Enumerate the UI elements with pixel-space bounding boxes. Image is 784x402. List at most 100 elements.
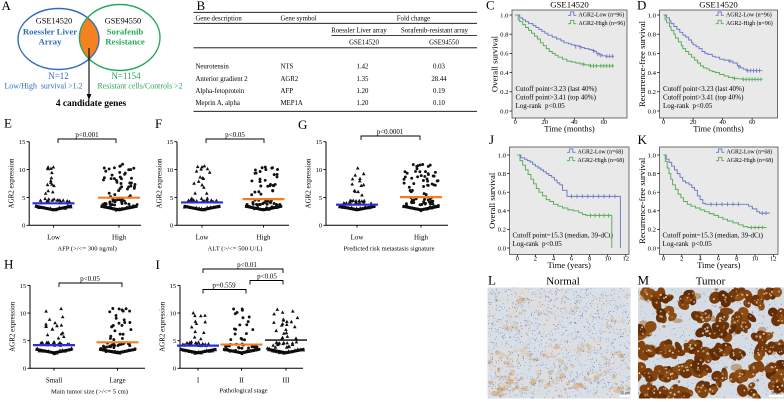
svg-text:0.10: 0.10 [433, 100, 445, 107]
svg-text:AGR2 expression: AGR2 expression [156, 158, 164, 208]
svg-text:20: 20 [690, 119, 697, 126]
svg-text:10: 10 [170, 310, 177, 317]
svg-text:5: 5 [319, 195, 323, 202]
svg-text:0.4: 0.4 [498, 208, 507, 215]
svg-text:8: 8 [735, 256, 738, 263]
svg-text:C: C [486, 0, 495, 13]
svg-text:50 μm: 50 μm [771, 390, 782, 395]
svg-text:H: H [4, 257, 13, 272]
svg-text:1.0: 1.0 [648, 12, 657, 19]
svg-text:N=1154: N=1154 [111, 71, 141, 81]
svg-text:GSE14520: GSE14520 [550, 0, 589, 10]
svg-text:AFP (>/<= 300 ng/ml): AFP (>/<= 300 ng/ml) [57, 246, 116, 253]
svg-text:1.42: 1.42 [357, 64, 369, 71]
svg-text:Log-rank p<0.05: Log-rank p<0.05 [513, 240, 563, 248]
svg-text:0: 0 [514, 119, 517, 126]
svg-text:AGR2-High (n=96): AGR2-High (n=96) [726, 20, 773, 27]
svg-text:Pathological stage: Pathological stage [219, 388, 267, 395]
svg-text:0: 0 [516, 256, 519, 263]
svg-text:Normal: Normal [546, 276, 580, 288]
svg-text:10: 10 [19, 167, 26, 174]
svg-text:I: I [197, 377, 200, 385]
svg-text:0.4: 0.4 [500, 70, 509, 77]
svg-text:Cutoff point>3.41 (top 40%): Cutoff point>3.41 (top 40%) [663, 94, 744, 102]
svg-text:0.8: 0.8 [648, 171, 657, 178]
svg-text:50 μm: 50 μm [620, 390, 631, 395]
svg-text:0.8: 0.8 [648, 32, 657, 39]
svg-text:GSE94550: GSE94550 [105, 17, 141, 26]
svg-text:Resistance: Resistance [105, 37, 145, 47]
svg-text:AGR2-High (n=68): AGR2-High (n=68) [578, 157, 625, 164]
svg-text:Low/High survival >1.2: Low/High survival >1.2 [4, 82, 82, 91]
svg-text:0.6: 0.6 [648, 51, 657, 58]
svg-text:15: 15 [170, 283, 177, 290]
svg-text:0.2: 0.2 [500, 89, 508, 96]
svg-text:0.03: 0.03 [433, 64, 445, 71]
svg-text:Roessler Liver: Roessler Liver [23, 27, 77, 37]
svg-text:III: III [283, 377, 291, 385]
svg-text:5: 5 [173, 338, 177, 345]
svg-text:Gene symbol: Gene symbol [281, 15, 317, 22]
svg-text:0: 0 [319, 223, 323, 230]
svg-text:5: 5 [170, 195, 174, 202]
svg-text:10: 10 [20, 310, 27, 317]
svg-text:6: 6 [570, 256, 574, 263]
svg-text:1.0: 1.0 [498, 152, 507, 159]
svg-text:0.19: 0.19 [433, 88, 445, 95]
svg-text:E: E [4, 116, 12, 131]
svg-text:M: M [638, 273, 650, 288]
svg-text:0.0: 0.0 [648, 245, 657, 252]
svg-text:15: 15 [167, 139, 174, 146]
svg-text:0.4: 0.4 [648, 208, 657, 215]
svg-text:0: 0 [662, 256, 665, 263]
svg-text:0.2: 0.2 [648, 89, 656, 96]
svg-text:10: 10 [167, 167, 174, 174]
svg-text:Low: Low [351, 234, 365, 242]
svg-text:AGR2-High (n=68): AGR2-High (n=68) [727, 157, 774, 164]
svg-text:60: 60 [601, 119, 608, 126]
svg-text:High: High [112, 234, 127, 242]
svg-text:AGR2-Low (n=96): AGR2-Low (n=96) [579, 12, 625, 19]
svg-text:0.4: 0.4 [648, 70, 657, 77]
svg-text:I: I [156, 257, 160, 272]
svg-text:10: 10 [604, 256, 611, 263]
svg-text:15: 15 [20, 283, 27, 290]
svg-text:2: 2 [680, 256, 683, 263]
svg-text:Low: Low [196, 234, 210, 242]
svg-text:Alpha-fetoprotein: Alpha-fetoprotein [196, 88, 245, 95]
svg-text:15: 15 [19, 139, 26, 146]
svg-text:Large: Large [109, 377, 125, 385]
svg-text:p=0.559: p=0.559 [212, 282, 236, 290]
svg-text:Overall survival: Overall survival [487, 172, 497, 229]
svg-text:1.20: 1.20 [357, 100, 369, 107]
svg-text:Main tumor size (>/<= 5 cm): Main tumor size (>/<= 5 cm) [51, 389, 128, 396]
svg-text:p<0.01: p<0.01 [237, 261, 257, 269]
svg-text:F: F [155, 116, 162, 131]
svg-text:p<0.05: p<0.05 [80, 275, 100, 283]
svg-text:0: 0 [173, 366, 177, 373]
svg-text:1.20: 1.20 [357, 88, 369, 95]
svg-text:Time (years): Time (years) [697, 260, 741, 270]
svg-text:Time (months): Time (months) [693, 123, 744, 133]
svg-text:Predicted risk metastasis sign: Predicted risk metastasis signature [343, 246, 434, 253]
svg-text:Log-rank p<0.05: Log-rank p<0.05 [663, 240, 713, 248]
svg-text:Recurrence-free survival: Recurrence-free survival [637, 20, 647, 107]
svg-text:p<0.0001: p<0.0001 [377, 128, 404, 136]
svg-text:4 candidate genes: 4 candidate genes [56, 99, 127, 109]
svg-text:GSE14520: GSE14520 [699, 0, 738, 10]
svg-text:NTS: NTS [281, 64, 294, 71]
svg-text:Cutoff point<3.23 (last 40%): Cutoff point<3.23 (last 40%) [663, 85, 745, 93]
svg-text:5: 5 [22, 195, 26, 202]
svg-text:High: High [414, 234, 429, 242]
svg-text:Anterior gradient 2: Anterior gradient 2 [196, 76, 249, 83]
svg-text:J: J [489, 132, 494, 147]
svg-text:Time (years): Time (years) [548, 260, 592, 270]
svg-text:Neurotensin: Neurotensin [196, 64, 230, 71]
svg-text:Sorafenib: Sorafenib [107, 27, 144, 37]
svg-text:p<0.001: p<0.001 [75, 131, 99, 139]
svg-text:B: B [197, 0, 206, 13]
svg-text:60: 60 [749, 119, 756, 126]
svg-text:Time (months): Time (months) [544, 123, 595, 133]
svg-text:4: 4 [552, 256, 556, 263]
svg-text:Gene description: Gene description [196, 15, 243, 22]
